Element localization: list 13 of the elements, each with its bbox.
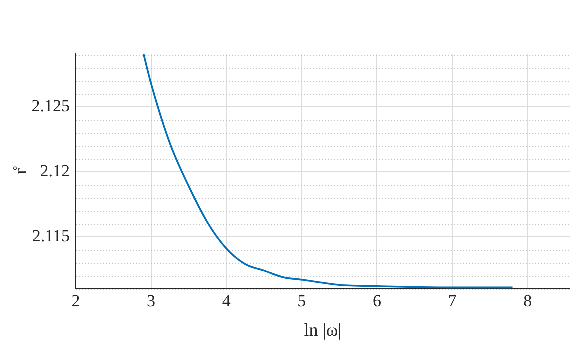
x-axis-title: ln |ω| (304, 320, 342, 340)
x-tick-label: 3 (147, 292, 156, 311)
y-tick-label: 2.12 (40, 162, 70, 181)
x-tick-label: 6 (372, 292, 382, 311)
x-tick-label: 4 (222, 292, 232, 311)
x-tick-label: 8 (524, 292, 532, 311)
x-tick-label: 5 (298, 292, 306, 311)
y-tick-label: 2.125 (32, 96, 70, 116)
y-axis-title: r̊ (10, 166, 31, 174)
x-tick-label: 7 (448, 292, 458, 311)
y-tick-label: 2.115 (32, 226, 70, 246)
line-series (142, 54, 514, 289)
x-tick-label: 2 (72, 292, 80, 311)
